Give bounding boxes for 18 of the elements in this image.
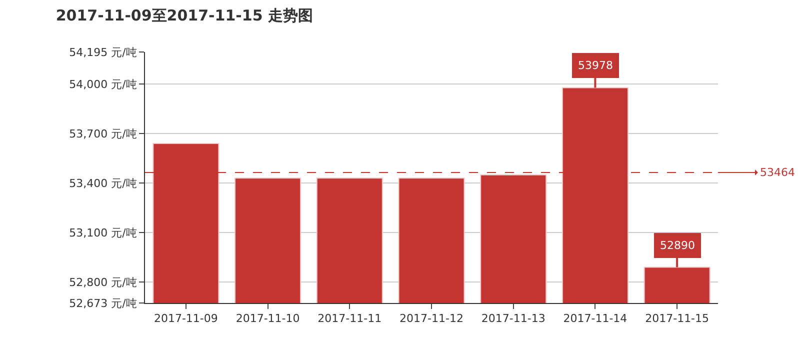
x-tick-label: 2017-11-09 bbox=[154, 312, 218, 326]
chart-title: 2017-11-09至2017-11-15 走势图 bbox=[56, 6, 313, 25]
x-tick-label: 2017-11-15 bbox=[645, 312, 710, 326]
x-tick-label: 2017-11-13 bbox=[481, 312, 546, 326]
y-tick-label: 53,400 元/吨 bbox=[69, 176, 137, 190]
y-tick-label: 52,673 元/吨 bbox=[69, 296, 137, 310]
x-tick-label: 2017-11-14 bbox=[563, 312, 628, 326]
y-tick-label: 53,100 元/吨 bbox=[69, 226, 137, 240]
x-tick-label: 2017-11-12 bbox=[400, 312, 464, 326]
ref-line-label: 53464 bbox=[760, 166, 795, 179]
y-tick-label: 54,195 元/吨 bbox=[69, 46, 137, 59]
data-label: 52890 bbox=[660, 239, 695, 252]
x-tick-label: 2017-11-11 bbox=[318, 312, 382, 326]
y-tick-label: 53,700 元/吨 bbox=[69, 127, 137, 140]
y-tick-label: 52,800 元/吨 bbox=[69, 276, 137, 289]
y-tick-label: 54,000 元/吨 bbox=[69, 78, 137, 92]
x-tick-label: 2017-11-10 bbox=[236, 312, 300, 326]
data-label: 53978 bbox=[578, 59, 613, 72]
